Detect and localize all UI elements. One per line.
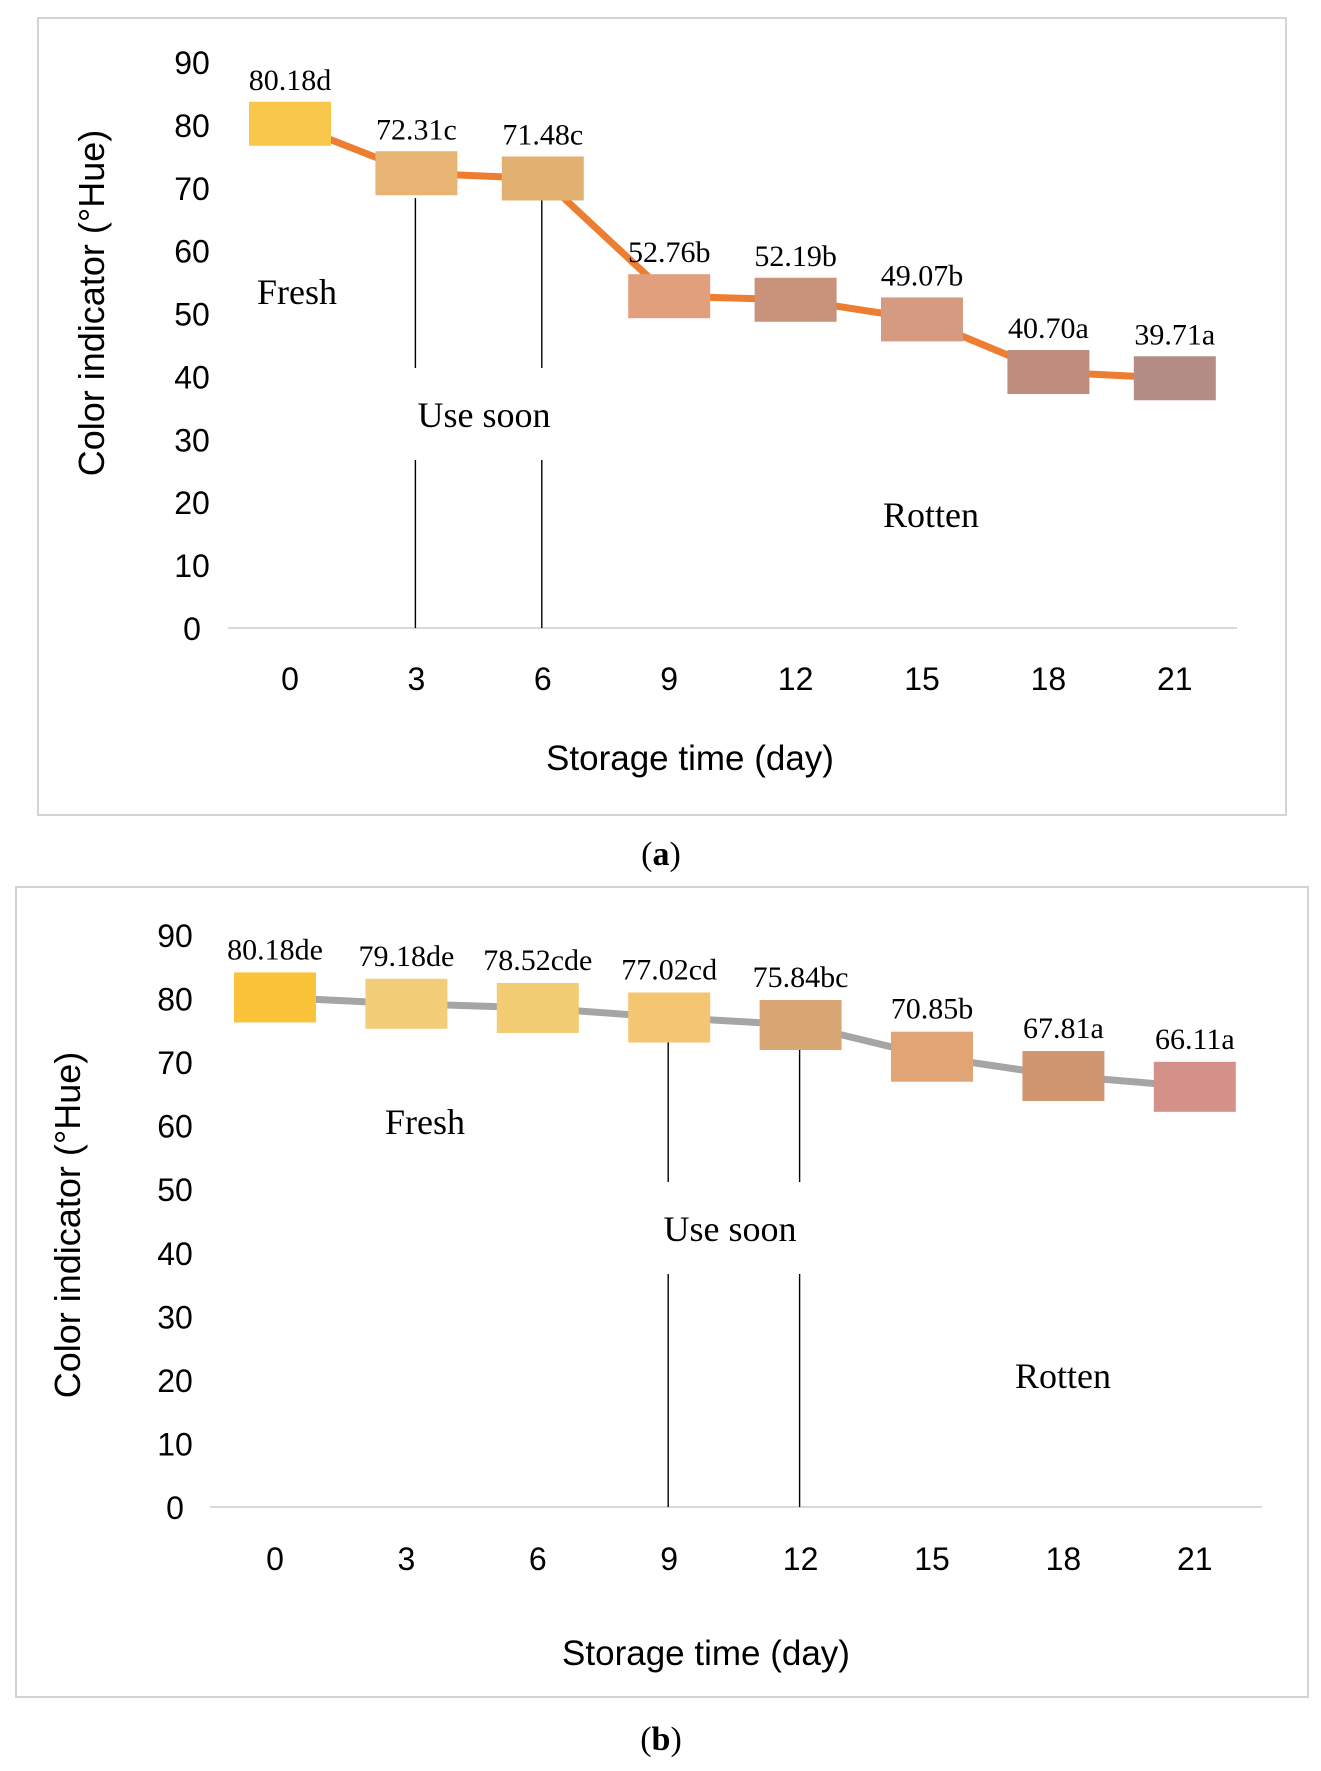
- chart-a-marker-day-18: [1007, 350, 1090, 395]
- chart-a-y-tick-label: 70: [174, 171, 210, 207]
- chart-a-use-soon-bg: [389, 368, 579, 460]
- chart-b-marker-day-6: [496, 982, 579, 1033]
- chart-b-y-tick-label: 60: [157, 1109, 193, 1145]
- chart-a-y-axis-label: Color indicator (°Hue): [71, 130, 112, 477]
- panel-b-caption: (b): [640, 1721, 682, 1758]
- chart-a-marker-day-12: [754, 277, 837, 322]
- chart-panel-b: 0 10 20 30 40 50 60 70 80 90 0 3 6 9 12 15 18 21 80.18de 7…: [15, 886, 1309, 1698]
- chart-a-data-label: 52.19b: [754, 240, 837, 273]
- chart-b-y-tick-label: 30: [157, 1299, 193, 1335]
- chart-b-y-tick-label: 20: [157, 1363, 193, 1399]
- chart-b-marker-day-12: [759, 999, 842, 1050]
- chart-a-marker-day-9: [628, 274, 711, 319]
- chart-b-marker-day-0: [234, 972, 316, 1023]
- chart-a-data-label: 71.48c: [502, 118, 583, 151]
- chart-b-marker-day-9: [628, 992, 711, 1043]
- chart-a-marker-day-3: [375, 151, 458, 196]
- chart-b-y-tick-label: 0: [166, 1490, 184, 1526]
- chart-b-annotation-rotten: Rotten: [1015, 1356, 1111, 1396]
- chart-b-y-tick-label: 80: [157, 982, 193, 1018]
- chart-a-x-tick-label: 3: [408, 661, 426, 697]
- chart-b-marker-day-3: [365, 978, 448, 1029]
- chart-b-marker-day-18: [1022, 1051, 1105, 1102]
- chart-a-data-label: 40.70a: [1008, 312, 1089, 345]
- chart-a-y-tick-label: 20: [174, 485, 210, 521]
- chart-b-x-tick-label: 6: [529, 1541, 547, 1577]
- chart-a-y-tick-label: 60: [174, 234, 210, 270]
- chart-a-x-tick-label: 15: [904, 661, 940, 697]
- chart-panel-a: 0 10 20 30 40 50 60 70 80 90 0 3 6 9 12 15 18 21 80.18d 72…: [37, 17, 1287, 816]
- chart-a-marker-day-15: [881, 297, 963, 342]
- chart-b-y-tick-label: 90: [157, 918, 193, 954]
- chart-a-y-tick-label: 80: [174, 108, 210, 144]
- chart-a-y-tick-label: 0: [183, 611, 201, 647]
- chart-a-y-tick-label: 30: [174, 422, 210, 458]
- chart-b-x-tick-label: 9: [660, 1541, 678, 1577]
- chart-a-y-tick-label: 40: [174, 359, 210, 395]
- chart-a-data-label: 39.71a: [1134, 318, 1215, 351]
- chart-b-x-tick-label: 18: [1046, 1541, 1082, 1577]
- chart-b-x-axis-label: Storage time (day): [562, 1634, 850, 1673]
- chart-b-data-label: 80.18de: [227, 933, 323, 966]
- chart-b-x-tick-label: 15: [914, 1541, 950, 1577]
- chart-b-marker-day-21: [1153, 1061, 1236, 1112]
- chart-a-annotation-rotten: Rotten: [883, 495, 979, 535]
- panel-a-caption: (a): [641, 836, 681, 873]
- chart-a-marker-day-6: [501, 156, 584, 201]
- chart-b-y-tick-label: 10: [157, 1426, 193, 1462]
- chart-a-data-label: 52.76b: [628, 236, 711, 269]
- chart-a-x-tick-label: 0: [281, 661, 299, 697]
- chart-b-x-tick-label: 21: [1177, 1541, 1213, 1577]
- chart-b-x-tick-label: 12: [783, 1541, 819, 1577]
- chart-b-y-tick-label: 70: [157, 1045, 193, 1081]
- chart-a-data-label: 72.31c: [376, 113, 457, 146]
- chart-a-data-label: 49.07b: [881, 259, 964, 292]
- chart-a-y-tick-label: 50: [174, 297, 210, 333]
- chart-b-use-soon-bg: [635, 1182, 825, 1274]
- chart-a-data-label: 80.18d: [249, 64, 332, 97]
- chart-b-data-label: 67.81a: [1023, 1012, 1104, 1045]
- chart-b-y-tick-label: 50: [157, 1172, 193, 1208]
- chart-b-annotation-use-soon: Use soon: [664, 1209, 797, 1249]
- panel-b-letter: b: [652, 1721, 671, 1758]
- chart-a-marker-day-21: [1133, 356, 1216, 401]
- chart-b-y-axis-label: Color indicator (°Hue): [47, 1052, 88, 1399]
- chart-a-x-tick-label: 21: [1157, 661, 1193, 697]
- chart-a-y-tick-label: 90: [174, 45, 210, 81]
- chart-b-marker-day-15: [891, 1031, 973, 1082]
- chart-a-x-tick-label: 12: [778, 661, 814, 697]
- panel-a-letter: a: [653, 836, 670, 873]
- chart-a-marker-day-0: [249, 101, 331, 146]
- chart-b-data-label: 79.18de: [358, 940, 454, 973]
- chart-a-y-tick-label: 10: [174, 548, 210, 584]
- chart-a-annotation-fresh: Fresh: [257, 272, 337, 312]
- chart-b-x-tick-label: 3: [398, 1541, 416, 1577]
- chart-b-data-label: 77.02cd: [621, 953, 717, 986]
- chart-b-data-label: 70.85b: [891, 993, 974, 1026]
- chart-a-x-axis-label: Storage time (day): [546, 739, 834, 778]
- chart-a-x-tick-label: 18: [1031, 661, 1067, 697]
- chart-b-x-tick-label: 0: [266, 1541, 284, 1577]
- chart-a-x-tick-label: 9: [660, 661, 678, 697]
- chart-b-data-label: 66.11a: [1155, 1023, 1235, 1056]
- chart-a-frame: [37, 17, 1287, 816]
- chart-a-annotation-use-soon: Use soon: [418, 395, 551, 435]
- chart-b-y-tick-label: 40: [157, 1236, 193, 1272]
- chart-b-annotation-fresh: Fresh: [385, 1102, 465, 1142]
- chart-b-data-label: 78.52cde: [483, 944, 592, 977]
- chart-a-x-tick-label: 6: [534, 661, 552, 697]
- chart-b-data-label: 75.84bc: [753, 961, 849, 994]
